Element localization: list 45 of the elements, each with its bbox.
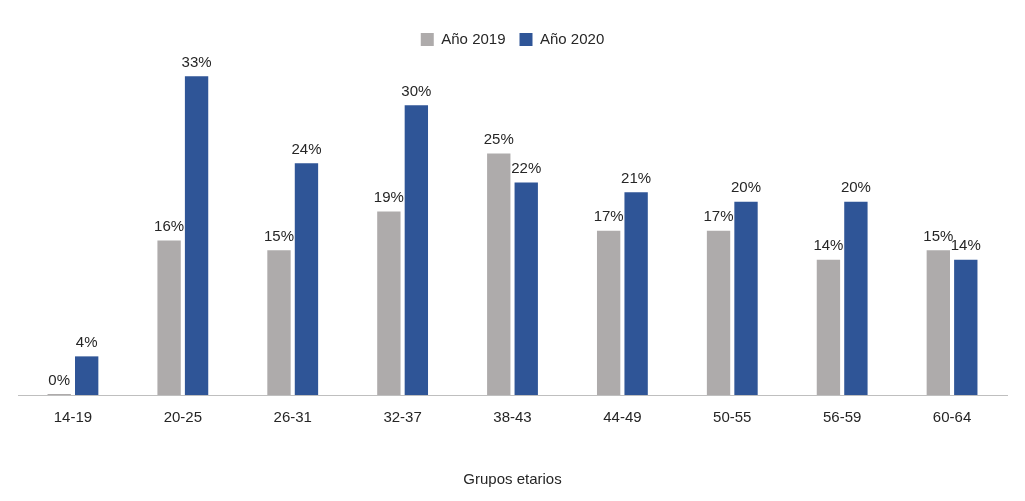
data-label: 19% — [373, 188, 404, 206]
data-label: 4% — [75, 333, 98, 351]
bar — [377, 211, 401, 395]
x-tick-label: 14-19 — [53, 408, 93, 426]
bar — [816, 259, 841, 395]
data-label: 20% — [731, 178, 762, 196]
bar — [926, 250, 950, 395]
data-label: 0% — [48, 370, 71, 388]
data-label: 25% — [483, 130, 514, 148]
legend-label: Año 2020 — [540, 29, 605, 47]
data-label: 20% — [840, 178, 871, 196]
x-tick-label: 38-43 — [493, 408, 532, 426]
bar — [75, 356, 99, 395]
data-label: 17% — [593, 207, 624, 225]
data-label: 15% — [263, 226, 294, 244]
data-label: 22% — [511, 159, 542, 177]
bar — [514, 182, 538, 395]
x-tick-label: 44-49 — [603, 408, 642, 426]
x-tick-label: 60-64 — [932, 408, 972, 426]
x-tick-label: 32-37 — [383, 408, 422, 426]
bar — [706, 230, 731, 395]
data-label: 33% — [181, 52, 212, 70]
data-label: 21% — [621, 168, 652, 186]
data-label: 17% — [703, 207, 734, 225]
data-label: 14% — [813, 236, 844, 254]
x-tick-label: 26-31 — [273, 408, 312, 426]
bar — [487, 153, 511, 395]
bar — [954, 259, 978, 395]
bar — [294, 163, 319, 395]
legend-label: Año 2019 — [441, 29, 506, 47]
x-tick-label: 56-59 — [822, 408, 862, 426]
data-label: 16% — [154, 217, 185, 235]
x-tick-label: 20-25 — [163, 408, 203, 426]
bar — [624, 192, 648, 395]
x-tick-label: 50-55 — [713, 408, 752, 426]
bar — [844, 201, 868, 395]
bar — [404, 105, 429, 395]
bar — [734, 201, 758, 395]
x-axis-title: Grupos etarios — [463, 470, 562, 488]
bar — [596, 230, 621, 395]
bar — [157, 240, 181, 395]
bar — [267, 250, 291, 395]
data-label: 24% — [291, 139, 322, 157]
bar — [184, 76, 209, 395]
data-label: 30% — [401, 81, 432, 99]
